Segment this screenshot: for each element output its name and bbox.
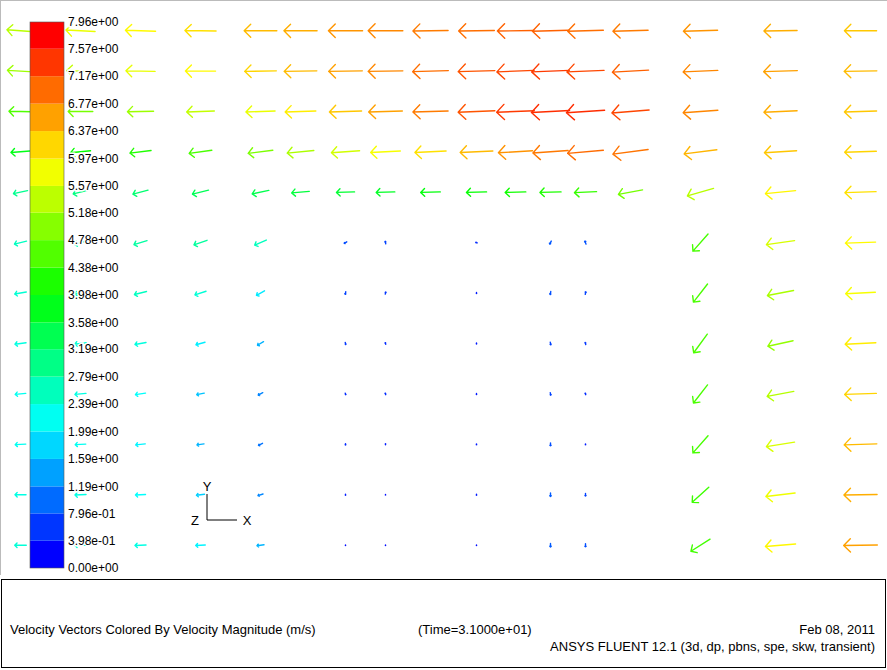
svg-text:ANSYS FLUENT 12.1 (3d, dp, pbn: ANSYS FLUENT 12.1 (3d, dp, pbns, spe, sk… — [550, 639, 875, 654]
svg-text:Velocity Vectors Colored By Ve: Velocity Vectors Colored By Velocity Mag… — [10, 622, 316, 637]
svg-text:1.99e+00: 1.99e+00 — [68, 425, 119, 439]
svg-text:5.57e+00: 5.57e+00 — [68, 179, 119, 193]
svg-text:5.97e+00: 5.97e+00 — [68, 152, 119, 166]
svg-text:3.98e-01: 3.98e-01 — [68, 534, 116, 548]
svg-text:4.38e+00: 4.38e+00 — [68, 261, 119, 275]
svg-text:X: X — [243, 513, 252, 528]
svg-text:0.00e+00: 0.00e+00 — [68, 561, 119, 575]
svg-text:3.19e+00: 3.19e+00 — [68, 342, 119, 356]
svg-text:1.19e+00: 1.19e+00 — [68, 480, 119, 494]
svg-text:7.57e+00: 7.57e+00 — [68, 42, 119, 56]
svg-text:7.96e-01: 7.96e-01 — [68, 507, 116, 521]
svg-text:6.37e+00: 6.37e+00 — [68, 124, 119, 138]
svg-text:2.79e+00: 2.79e+00 — [68, 370, 119, 384]
svg-text:4.78e+00: 4.78e+00 — [68, 233, 119, 247]
svg-text:(Time=3.1000e+01): (Time=3.1000e+01) — [418, 622, 532, 637]
svg-text:5.18e+00: 5.18e+00 — [68, 206, 119, 220]
svg-text:7.96e+00: 7.96e+00 — [68, 15, 119, 29]
svg-text:Y: Y — [203, 479, 212, 494]
svg-text:6.77e+00: 6.77e+00 — [68, 97, 119, 111]
svg-text:2.39e+00: 2.39e+00 — [68, 397, 119, 411]
svg-text:3.58e+00: 3.58e+00 — [68, 316, 119, 330]
svg-text:Feb 08, 2011: Feb 08, 2011 — [799, 622, 875, 637]
svg-text:3.98e+00: 3.98e+00 — [68, 288, 119, 302]
svg-text:1.59e+00: 1.59e+00 — [68, 452, 119, 466]
svg-text:7.17e+00: 7.17e+00 — [68, 69, 119, 83]
svg-text:Z: Z — [191, 513, 199, 528]
